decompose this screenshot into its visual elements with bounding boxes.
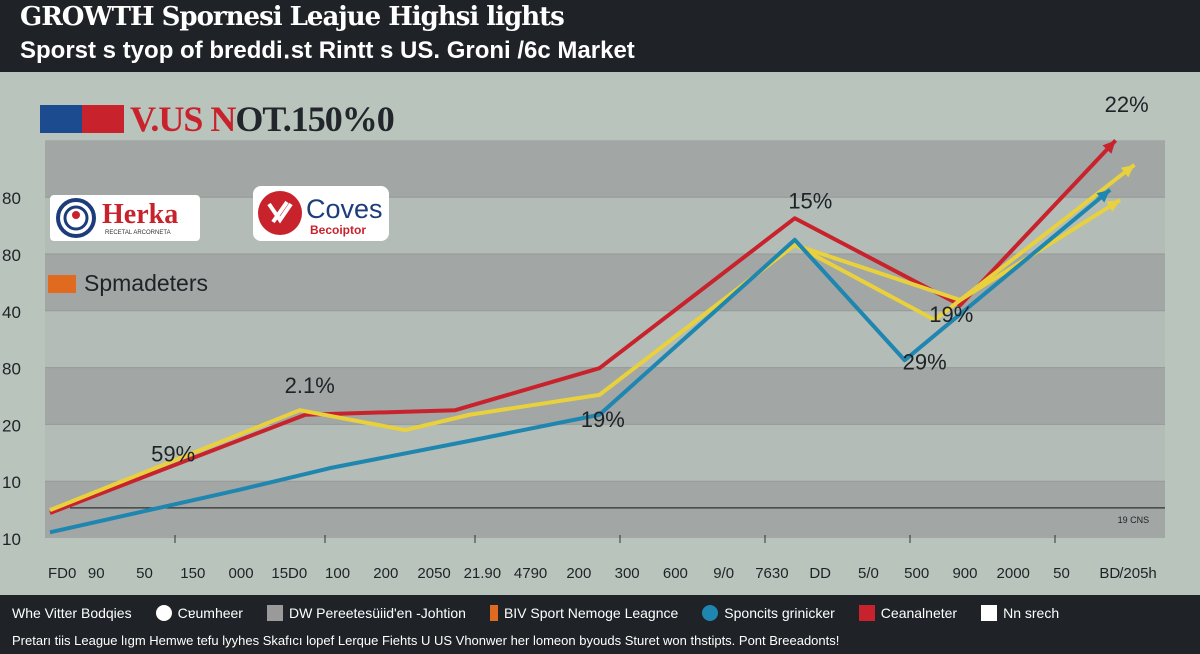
chart-title: GROWTH Spornesi Leajue Highsi lights bbox=[20, 2, 565, 32]
y-tick-label: 80 bbox=[2, 189, 21, 208]
data-label: 22% bbox=[1105, 92, 1149, 117]
x-tick-label: 900 bbox=[952, 565, 977, 582]
badge-dark-text: OT.150%0 bbox=[235, 99, 394, 139]
logo-coves-tagline: Becoiptor bbox=[310, 223, 367, 237]
legend-swatch bbox=[266, 605, 283, 621]
x-tick-label: 000 bbox=[229, 565, 254, 582]
data-label: 19 CNS bbox=[1118, 515, 1150, 525]
logo-herka-tagline: RECETAL ARCORNETA bbox=[105, 230, 171, 236]
data-label: 19% bbox=[581, 407, 625, 432]
data-label: 2.1% bbox=[285, 373, 335, 398]
x-tick-label: /205h bbox=[1119, 565, 1157, 582]
x-tick-label: 5/0 bbox=[858, 565, 879, 582]
grid-band bbox=[45, 367, 1165, 425]
x-tick-label: 2050 bbox=[417, 565, 450, 582]
x-tick-label: DD bbox=[809, 565, 831, 582]
herka-emblem-icon bbox=[56, 198, 96, 238]
data-label: 19% bbox=[929, 302, 973, 327]
coves-emblem-icon bbox=[258, 191, 302, 235]
chart-subtitle: Sporst s tyop of breddi․st Rintt s US. G… bbox=[20, 37, 635, 64]
legend-swatch bbox=[981, 605, 998, 621]
x-tick-label: 9/0 bbox=[713, 565, 734, 582]
y-tick-label: 10 bbox=[2, 473, 21, 492]
grid-band bbox=[45, 140, 1165, 198]
inline-legend-swatch bbox=[48, 274, 76, 293]
y-tick-label: 80 bbox=[2, 360, 21, 379]
y-tick-label: 80 bbox=[2, 246, 21, 265]
x-tick-label: 200 bbox=[566, 565, 591, 582]
y-tick-label: 40 bbox=[2, 303, 21, 322]
data-label: 15% bbox=[788, 189, 832, 214]
legend-label: Whe Vitter Bodqies bbox=[12, 605, 132, 621]
legend-item: Ceanalneter bbox=[858, 605, 958, 621]
header: GROWTH Spornesi Leajue Highsi lights Spo… bbox=[0, 0, 1200, 72]
series-line-3 bbox=[49, 188, 1112, 535]
badge-red-text: V.US N bbox=[130, 99, 236, 139]
legend-swatch bbox=[702, 605, 719, 621]
series-line-2 bbox=[794, 198, 1122, 303]
legend-item: Nn srech bbox=[981, 605, 1059, 621]
grid-band bbox=[45, 481, 1165, 538]
x-tick-label: 200 bbox=[373, 565, 398, 582]
flag-red bbox=[82, 105, 124, 133]
legend-label: BIV Sport Nemoge Leagnce bbox=[503, 605, 679, 621]
logo-coves: Coves Becoiptor bbox=[253, 186, 389, 241]
x-tick-label: 150 bbox=[180, 565, 205, 582]
series-arrowhead-0 bbox=[1102, 140, 1116, 154]
series-arrowhead-1 bbox=[1120, 164, 1135, 178]
series-arrowhead-2 bbox=[1106, 200, 1121, 212]
footer-note: Pretarı tiis League lıgm Hemwe tefu lyyh… bbox=[12, 633, 840, 648]
x-tick-label: 600 bbox=[663, 565, 688, 582]
x-tick-label: 50 bbox=[136, 565, 153, 582]
logo-coves-name: Coves bbox=[306, 194, 383, 224]
y-tick-label: 20 bbox=[2, 416, 21, 435]
inline-legend-label: Spmadeters bbox=[84, 270, 209, 296]
legend-swatch bbox=[155, 605, 172, 621]
legend-swatch bbox=[489, 605, 498, 621]
data-label: 29% bbox=[903, 349, 947, 374]
legend-label: Nn srech bbox=[1003, 605, 1060, 621]
series-line-1 bbox=[49, 163, 1136, 513]
flag-badge: V.US N OT.150%0 bbox=[40, 98, 395, 140]
logo-herka-name: Herka bbox=[102, 199, 179, 230]
legend-item: Sponcits grinicker bbox=[702, 605, 835, 621]
legend-label: Cɐumheer bbox=[177, 605, 243, 621]
x-tick-label: 2000 bbox=[997, 565, 1030, 582]
legend-label: Sponcits grinicker bbox=[724, 605, 835, 621]
inline-legend: Spmadeters bbox=[48, 270, 208, 297]
logo-herka: Herka RECETAL ARCORNETA bbox=[50, 195, 200, 241]
footer: Whe Vitter Bodqies Cɐumheer DW Pereetesüii… bbox=[0, 595, 1200, 654]
x-tick-label: 4790 bbox=[514, 565, 547, 582]
x-tick-label: 90 bbox=[88, 565, 105, 582]
legend-swatch bbox=[858, 605, 875, 621]
legend-item: Cɐumheer bbox=[155, 605, 243, 621]
x-tick-label: 100 bbox=[325, 565, 350, 582]
legend-item: Whe Vitter Bodqies bbox=[12, 605, 132, 621]
data-label: 59% bbox=[151, 441, 195, 466]
x-tick-label: 300 bbox=[615, 565, 640, 582]
x-tick-label: 21.90 bbox=[464, 565, 502, 582]
legend-item: DW Pereetesüiid'en -Johtion bbox=[266, 605, 466, 621]
x-tick-label: 50 bbox=[1053, 565, 1070, 582]
legend-label: Ceanalneter bbox=[880, 605, 958, 621]
x-tick-label: 15D0 bbox=[271, 565, 307, 582]
flag-blue bbox=[40, 105, 82, 133]
plot-area bbox=[45, 140, 1165, 535]
legend: Whe Vitter Bodqies Cɐumheer DW Pereetesüii… bbox=[12, 605, 1073, 621]
x-tick-label: FD0 bbox=[48, 565, 76, 582]
legend-label: DW Pereetesüiid'en -Johtion bbox=[288, 605, 466, 621]
series-arrowhead-3 bbox=[1096, 189, 1111, 203]
x-tick-label: 7630 bbox=[755, 565, 788, 582]
x-tick-label: BD bbox=[1099, 565, 1120, 582]
y-tick-label: 10 bbox=[2, 530, 21, 549]
x-tick-label: 500 bbox=[904, 565, 929, 582]
series-line-0 bbox=[49, 139, 1118, 515]
legend-item: BIV Sport Nemoge Leagnce bbox=[489, 605, 679, 621]
